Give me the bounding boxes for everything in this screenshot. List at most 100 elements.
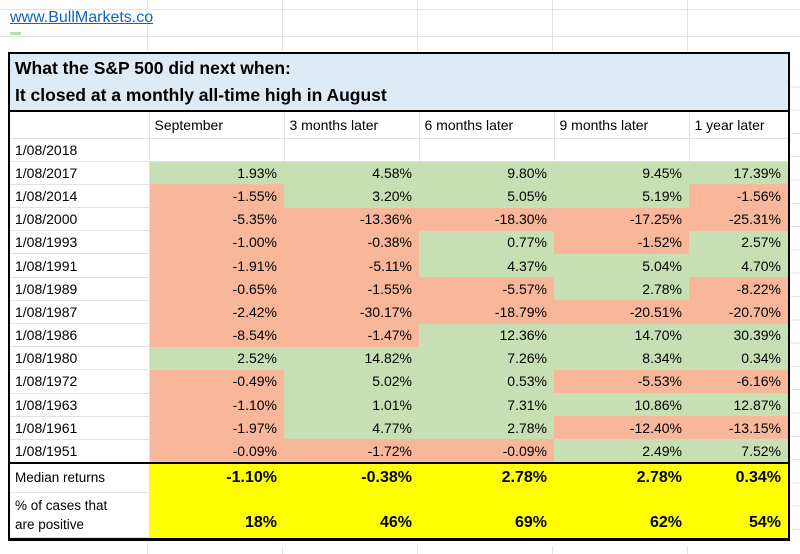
column-header[interactable]: 3 months later	[284, 112, 420, 139]
return-cell[interactable]: -8.22%	[689, 277, 788, 301]
return-cell[interactable]: -8.54%	[149, 323, 284, 347]
return-cell[interactable]: -0.09%	[149, 439, 284, 463]
date-cell[interactable]: 1/08/2018	[10, 138, 150, 162]
return-cell[interactable]: -5.35%	[149, 207, 284, 231]
return-cell[interactable]: -0.49%	[149, 369, 284, 394]
return-cell[interactable]: 5.19%	[554, 184, 689, 208]
return-cell[interactable]: -17.25%	[554, 207, 689, 231]
return-cell[interactable]: -1.52%	[554, 230, 689, 254]
return-cell[interactable]: 5.04%	[554, 253, 689, 278]
return-cell[interactable]: -30.17%	[284, 300, 419, 324]
summary-cell[interactable]: 62%	[554, 492, 689, 538]
return-cell[interactable]	[689, 138, 788, 162]
date-cell[interactable]: 1/08/1951	[10, 439, 150, 464]
return-cell[interactable]: 0.34%	[689, 346, 788, 370]
return-cell[interactable]: 1.01%	[284, 393, 419, 417]
return-cell[interactable]: 3.20%	[284, 184, 419, 208]
date-cell[interactable]: 1/08/1972	[10, 369, 150, 394]
return-cell[interactable]: -13.15%	[689, 416, 788, 440]
return-cell[interactable]: 0.77%	[419, 230, 554, 254]
return-cell[interactable]: -20.70%	[689, 300, 788, 324]
return-cell[interactable]: 9.45%	[554, 161, 689, 185]
corner-cell[interactable]	[10, 112, 150, 139]
date-cell[interactable]: 1/08/2014	[10, 184, 150, 209]
date-cell[interactable]: 1/08/1963	[10, 393, 150, 417]
return-cell[interactable]: -1.00%	[149, 230, 284, 254]
summary-cell[interactable]: 69%	[419, 492, 554, 538]
summary-cell[interactable]: 54%	[689, 492, 788, 538]
column-header[interactable]: 6 months later	[419, 112, 555, 139]
return-cell[interactable]: -1.72%	[284, 439, 419, 463]
return-cell[interactable]: 12.36%	[419, 323, 554, 347]
return-cell[interactable]: 5.02%	[284, 369, 419, 394]
summary-cell[interactable]: 46%	[284, 492, 419, 538]
date-cell[interactable]: 1/08/2017	[10, 161, 150, 185]
date-cell[interactable]: 1/08/1993	[10, 230, 150, 255]
summary-cell[interactable]: 2.78%	[419, 461, 554, 493]
summary-label[interactable]: % of cases that are positive	[10, 492, 149, 539]
date-cell[interactable]: 1/08/1987	[10, 300, 150, 325]
return-cell[interactable]: -1.97%	[149, 416, 284, 440]
summary-cell[interactable]: 18%	[149, 492, 284, 538]
return-cell[interactable]: 2.52%	[149, 346, 284, 370]
return-cell[interactable]: -20.51%	[554, 300, 689, 324]
date-cell[interactable]: 1/08/1991	[10, 253, 150, 278]
return-cell[interactable]: -6.16%	[689, 369, 788, 394]
return-cell[interactable]: 8.34%	[554, 346, 689, 370]
return-cell[interactable]: -18.30%	[419, 207, 554, 231]
return-cell[interactable]: 10.86%	[554, 393, 689, 417]
return-cell[interactable]: -13.36%	[284, 207, 419, 231]
return-cell[interactable]: -5.53%	[554, 369, 689, 394]
return-cell[interactable]: -5.57%	[419, 277, 554, 301]
return-cell[interactable]: -12.40%	[554, 416, 689, 440]
return-cell[interactable]: 2.78%	[554, 277, 689, 301]
column-header[interactable]: September	[149, 112, 285, 139]
summary-cell[interactable]: 2.78%	[554, 461, 689, 493]
return-cell[interactable]: -0.38%	[284, 230, 419, 254]
return-cell[interactable]: 4.77%	[284, 416, 419, 440]
return-cell[interactable]: -1.55%	[284, 277, 419, 301]
return-cell[interactable]: -1.10%	[149, 393, 284, 417]
return-cell[interactable]: -5.11%	[284, 253, 419, 278]
return-cell[interactable]: 17.39%	[689, 161, 788, 185]
return-cell[interactable]: 7.31%	[419, 393, 554, 417]
date-cell[interactable]: 1/08/1989	[10, 277, 150, 301]
return-cell[interactable]: -1.55%	[149, 184, 284, 208]
return-cell[interactable]: -0.65%	[149, 277, 284, 301]
return-cell[interactable]: 4.37%	[419, 253, 554, 278]
return-cell[interactable]: -25.31%	[689, 207, 788, 231]
summary-cell[interactable]: -0.38%	[284, 461, 419, 493]
return-cell[interactable]: 30.39%	[689, 323, 788, 347]
return-cell[interactable]: 1.93%	[149, 161, 284, 185]
return-cell[interactable]: -2.42%	[149, 300, 284, 324]
return-cell[interactable]	[284, 138, 420, 162]
return-cell[interactable]: 12.87%	[689, 393, 788, 417]
return-cell[interactable]: -0.09%	[419, 439, 554, 463]
return-cell[interactable]: 5.05%	[419, 184, 554, 208]
return-cell[interactable]: 7.26%	[419, 346, 554, 370]
summary-cell[interactable]: -1.10%	[149, 461, 284, 493]
return-cell[interactable]: 7.52%	[689, 439, 788, 463]
return-cell[interactable]: -1.47%	[284, 323, 419, 347]
column-header[interactable]: 1 year later	[689, 112, 788, 139]
column-header[interactable]: 9 months later	[554, 112, 690, 139]
return-cell[interactable]	[149, 138, 285, 162]
date-cell[interactable]: 1/08/1980	[10, 346, 150, 371]
return-cell[interactable]: -1.56%	[689, 184, 788, 208]
return-cell[interactable]: 9.80%	[419, 161, 554, 185]
return-cell[interactable]: -1.91%	[149, 253, 284, 278]
return-cell[interactable]: 4.70%	[689, 253, 788, 278]
return-cell[interactable]: -18.79%	[419, 300, 554, 324]
date-cell[interactable]: 1/08/1961	[10, 416, 150, 440]
date-cell[interactable]: 1/08/2000	[10, 207, 150, 232]
return-cell[interactable]: 14.82%	[284, 346, 419, 370]
return-cell[interactable]	[419, 138, 555, 162]
date-cell[interactable]: 1/08/1986	[10, 323, 150, 348]
summary-label[interactable]: Median returns	[10, 461, 149, 494]
return-cell[interactable]	[554, 138, 690, 162]
return-cell[interactable]: 4.58%	[284, 161, 419, 185]
summary-cell[interactable]: 0.34%	[689, 461, 788, 493]
return-cell[interactable]: 0.53%	[419, 369, 554, 394]
return-cell[interactable]: 2.57%	[689, 230, 788, 254]
return-cell[interactable]: 2.78%	[419, 416, 554, 440]
